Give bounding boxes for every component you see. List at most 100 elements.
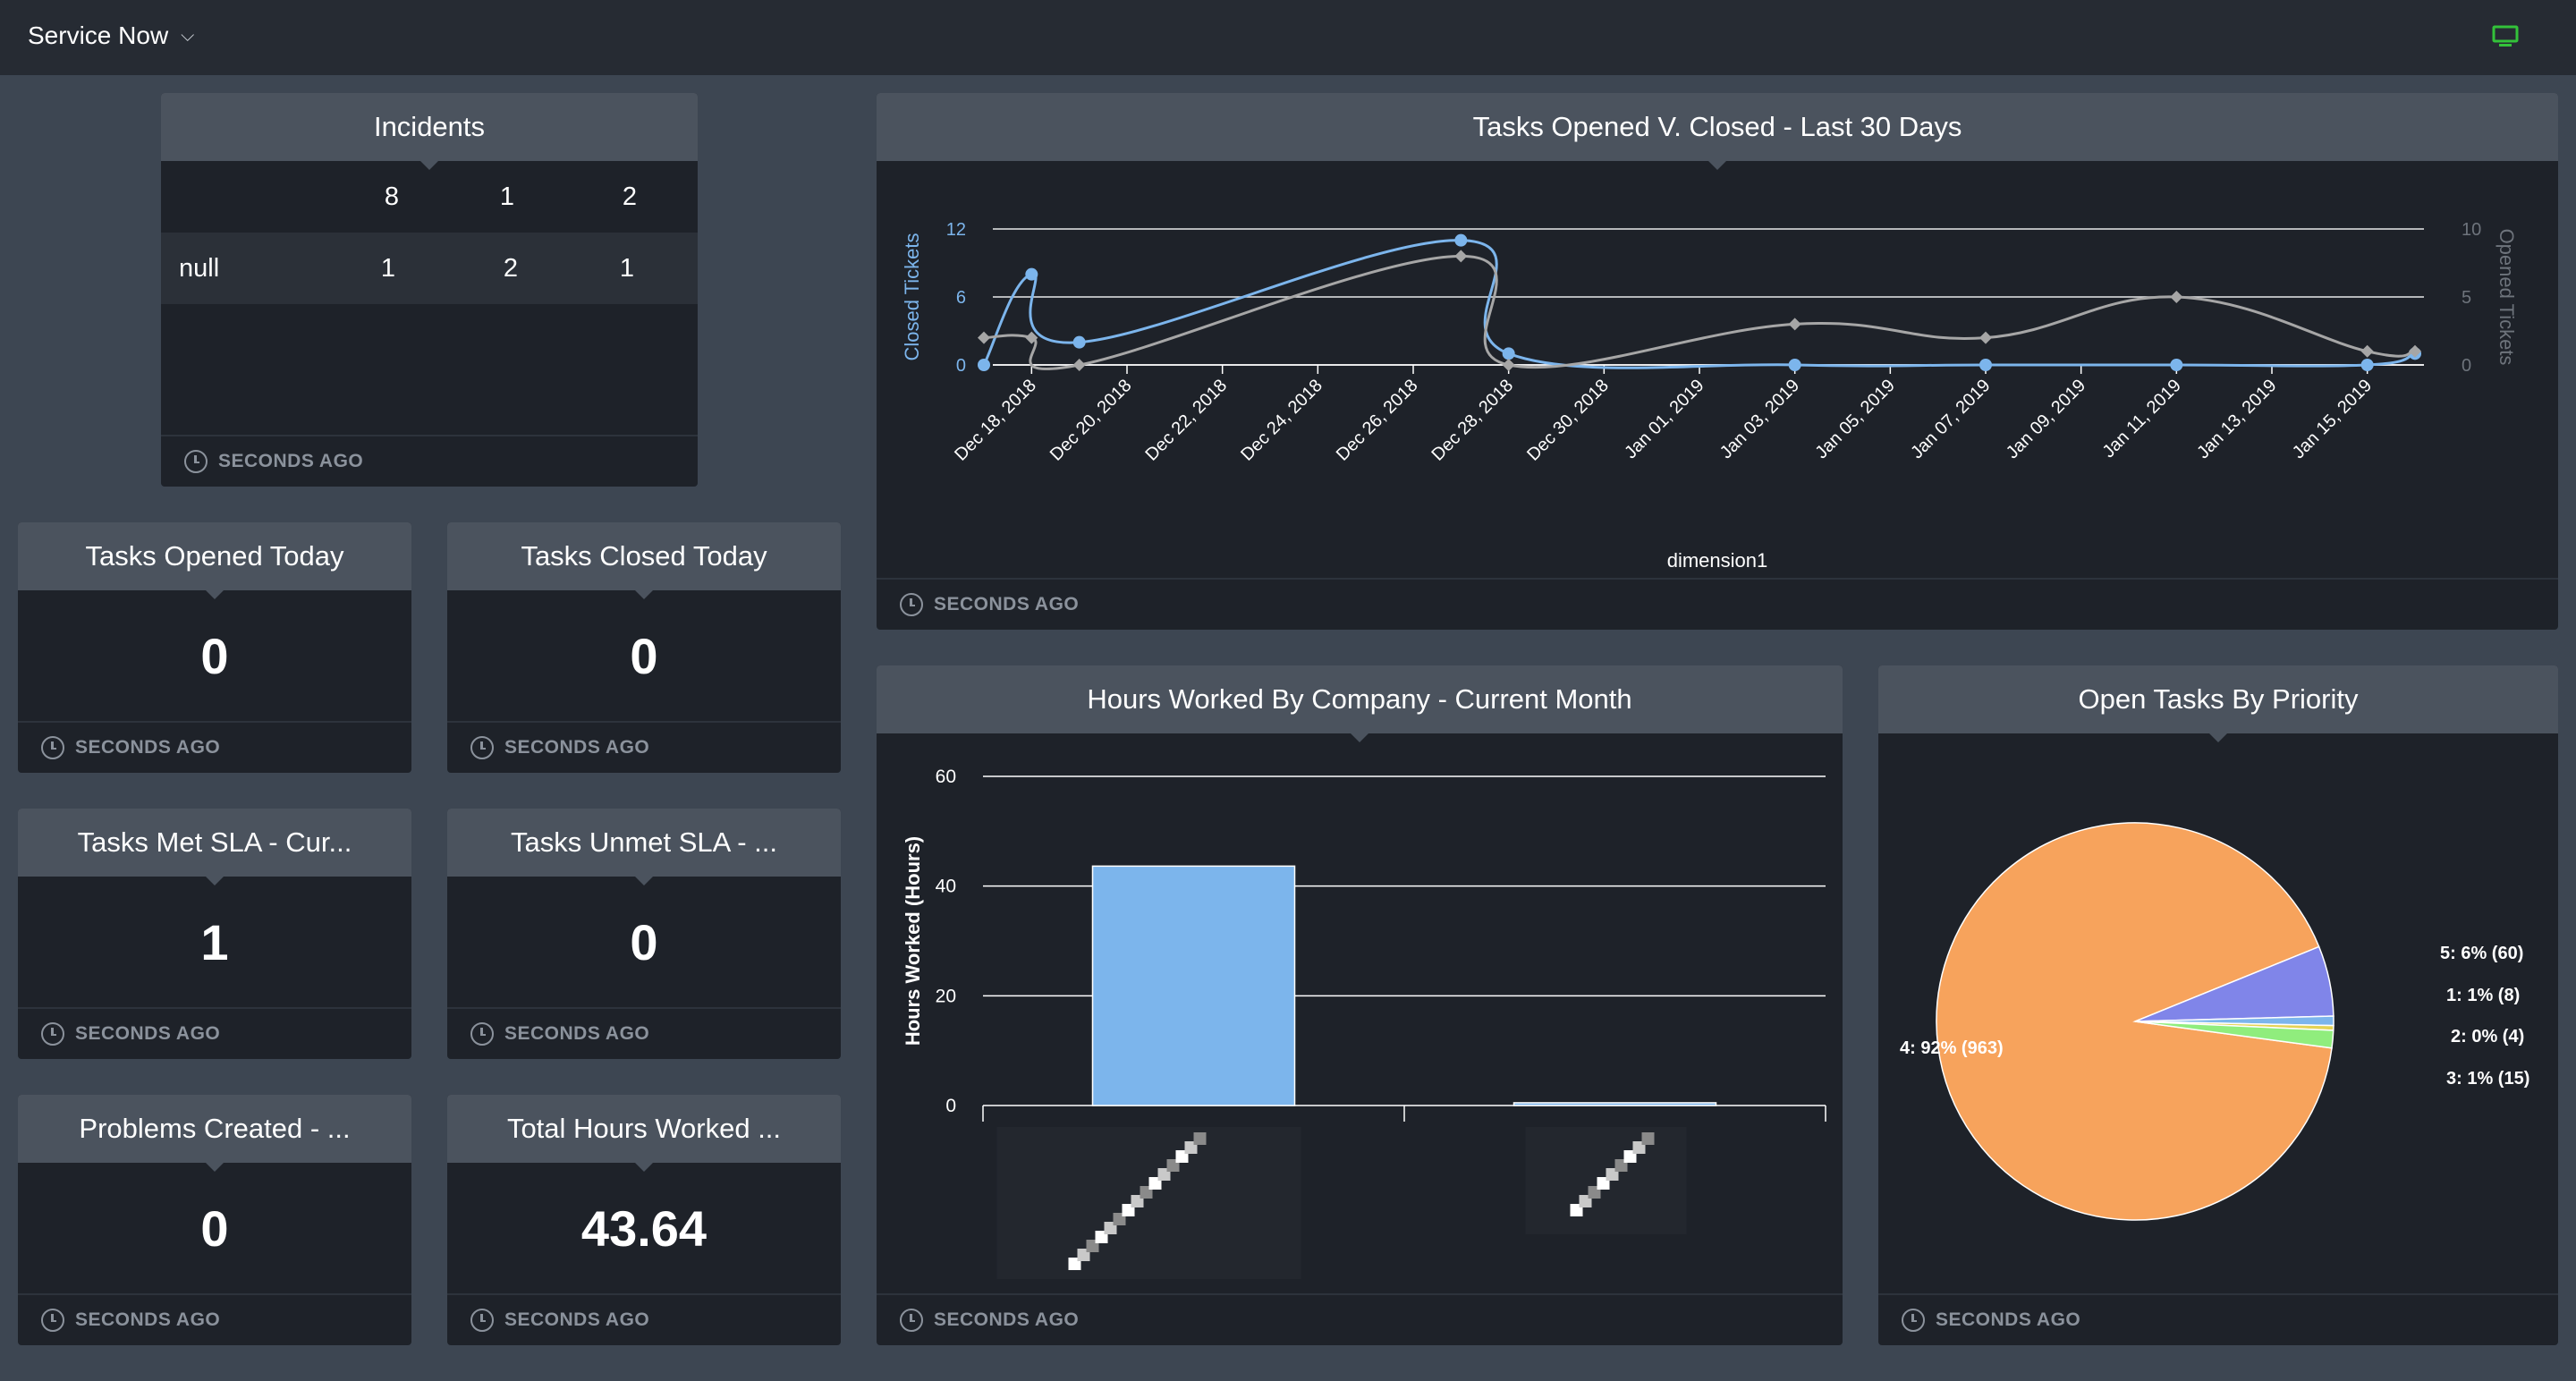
total-hours-worked-widget: Total Hours Worked ... 43.64 SECONDS AGO <box>447 1095 841 1345</box>
y-tick-label-left: 0 <box>956 356 966 376</box>
tasks-opened-today-widget: Tasks Opened Today 0 SECONDS AGO <box>18 522 411 773</box>
category-label-image <box>996 1127 1301 1279</box>
bar <box>1513 1102 1717 1106</box>
table-row[interactable]: null 1 2 1 <box>161 233 698 304</box>
y-tick-label: 20 <box>936 986 956 1006</box>
y-tick-label-right: 0 <box>2462 356 2471 376</box>
top-bar: Service Now ⌵ <box>0 0 2576 75</box>
incidents-widget: Incidents 8 1 2 null 1 2 1 SECONDS AGO <box>161 93 698 487</box>
pie-label: 5: 6% (60) <box>2440 944 2523 963</box>
incidents-table: 8 1 2 null 1 2 1 <box>161 161 698 304</box>
last-updated: SECONDS AGO <box>75 1309 221 1330</box>
clock-icon <box>184 450 208 473</box>
kpi-value: 0 <box>200 627 229 684</box>
data-point-closed <box>978 359 990 371</box>
widget-header: Tasks Opened Today <box>18 522 411 599</box>
x-tick-label: Dec 28, 2018 <box>1428 376 1518 465</box>
category-label-image <box>1525 1127 1687 1234</box>
last-updated: SECONDS AGO <box>504 737 650 758</box>
clock-icon <box>470 1309 494 1332</box>
widget-header: Tasks Closed Today <box>447 522 841 599</box>
data-point-opened <box>2409 344 2421 358</box>
label-pixel <box>1641 1132 1655 1145</box>
bar <box>1091 865 1296 1106</box>
last-updated: SECONDS AGO <box>218 451 364 471</box>
clock-icon <box>41 1309 64 1332</box>
series-line-closed <box>982 239 2416 369</box>
monitor-icon[interactable] <box>2492 25 2519 48</box>
data-point-opened <box>1502 359 1515 371</box>
widget-title: Tasks Opened V. Closed - Last 30 Days <box>1472 111 1962 142</box>
kpi-value: 0 <box>630 627 658 684</box>
kpi-value: 1 <box>200 913 229 970</box>
bar-chart-plot: 0 20 40 60 Hours Worked (Hours) <box>902 767 1826 1279</box>
pie-slice <box>1936 822 2333 1221</box>
widget-title: Tasks Closed Today <box>521 540 767 572</box>
table-cell: 1 <box>619 253 635 283</box>
clock-icon <box>900 593 923 616</box>
pie-label: 2: 0% (4) <box>2451 1027 2524 1046</box>
x-tick-label: Jan 07, 2019 <box>1907 376 1994 462</box>
table-cell: 1 <box>380 253 396 283</box>
clock-icon <box>900 1309 923 1332</box>
clock-icon <box>470 736 494 759</box>
data-point-closed <box>1788 359 1801 371</box>
tasks-line-chart[interactable]: 0 6 12 0 5 10 Closed Tickets Opened Tickets Dec … <box>877 161 2558 578</box>
x-tick-label: Jan 15, 2019 <box>2289 376 2376 462</box>
tasks-met-sla-widget: Tasks Met SLA - Cur... 1 SECONDS AGO <box>18 809 411 1059</box>
widget-footer: SECONDS AGO <box>447 1007 841 1059</box>
priority-pie-chart[interactable]: 4: 92% (963) 5: 6% (60) 1: 1% (8) 2: 0% (4)… <box>1878 733 2558 1293</box>
widget-header: Incidents <box>161 93 698 170</box>
priority-pie-chart-widget: Open Tasks By Priority 4: 92% (963) 5: 6%… <box>1878 665 2558 1345</box>
last-updated: SECONDS AGO <box>1936 1309 2081 1330</box>
x-tick-label: Jan 13, 2019 <box>2193 376 2280 462</box>
widget-footer: SECONDS AGO <box>18 1293 411 1345</box>
data-point-closed <box>1502 347 1515 360</box>
table-cell: 2 <box>503 253 519 283</box>
widget-footer: SECONDS AGO <box>161 435 698 487</box>
x-tick-label: Dec 18, 2018 <box>951 376 1040 465</box>
x-tick-label: Jan 11, 2019 <box>2099 376 2185 462</box>
widget-footer: SECONDS AGO <box>18 721 411 773</box>
widget-header: Tasks Opened V. Closed - Last 30 Days <box>877 93 2558 170</box>
kpi-value: 0 <box>630 913 658 970</box>
table-header-cell: 2 <box>622 182 638 211</box>
last-updated: SECONDS AGO <box>934 1309 1080 1330</box>
widget-title: Problems Created - ... <box>79 1113 351 1144</box>
data-point-opened <box>1979 331 1992 344</box>
widget-header: Total Hours Worked ... <box>447 1095 841 1172</box>
table-header-cell: 8 <box>384 182 400 211</box>
y-tick-label-left: 6 <box>956 288 966 308</box>
widget-header: Tasks Met SLA - Cur... <box>18 809 411 885</box>
data-point-opened <box>2360 344 2374 358</box>
widget-title: Tasks Opened Today <box>85 540 344 572</box>
chevron-down-icon: ⌵ <box>181 25 195 46</box>
widget-footer: SECONDS AGO <box>447 1293 841 1345</box>
pie-plot: 4: 92% (963) 5: 6% (60) 1: 1% (8) 2: 0% (4)… <box>1900 822 2529 1221</box>
x-tick-label: Dec 30, 2018 <box>1523 376 1613 465</box>
label-background <box>996 1127 1301 1279</box>
clock-icon <box>1902 1309 1925 1332</box>
last-updated: SECONDS AGO <box>504 1309 650 1330</box>
x-tick-label: Dec 24, 2018 <box>1237 376 1326 465</box>
last-updated: SECONDS AGO <box>504 1023 650 1044</box>
x-tick-label: Jan 03, 2019 <box>1716 376 1803 462</box>
tasks-closed-today-widget: Tasks Closed Today 0 SECONDS AGO <box>447 522 841 773</box>
row-label: null <box>179 253 220 283</box>
x-tick-label: Dec 26, 2018 <box>1333 376 1422 465</box>
widget-header: Tasks Unmet SLA - ... <box>447 809 841 885</box>
widget-footer: SECONDS AGO <box>1878 1293 2558 1345</box>
app-switcher[interactable]: Service Now ⌵ <box>28 21 194 50</box>
y-axis-title: Hours Worked (Hours) <box>902 836 924 1046</box>
pie-label: 3: 1% (15) <box>2446 1069 2529 1089</box>
data-point-opened <box>1025 331 1038 344</box>
data-point-closed <box>1025 267 1038 281</box>
widget-footer: SECONDS AGO <box>877 1293 1843 1345</box>
data-point-closed <box>1454 233 1468 247</box>
widget-footer: SECONDS AGO <box>447 721 841 773</box>
table-header-row: 8 1 2 <box>161 161 698 233</box>
hours-bar-chart[interactable]: 0 20 40 60 Hours Worked (Hours) <box>877 733 1843 1293</box>
clock-icon <box>470 1022 494 1046</box>
x-tick-label: Jan 05, 2019 <box>1812 376 1899 462</box>
problems-created-widget: Problems Created - ... 0 SECONDS AGO <box>18 1095 411 1345</box>
